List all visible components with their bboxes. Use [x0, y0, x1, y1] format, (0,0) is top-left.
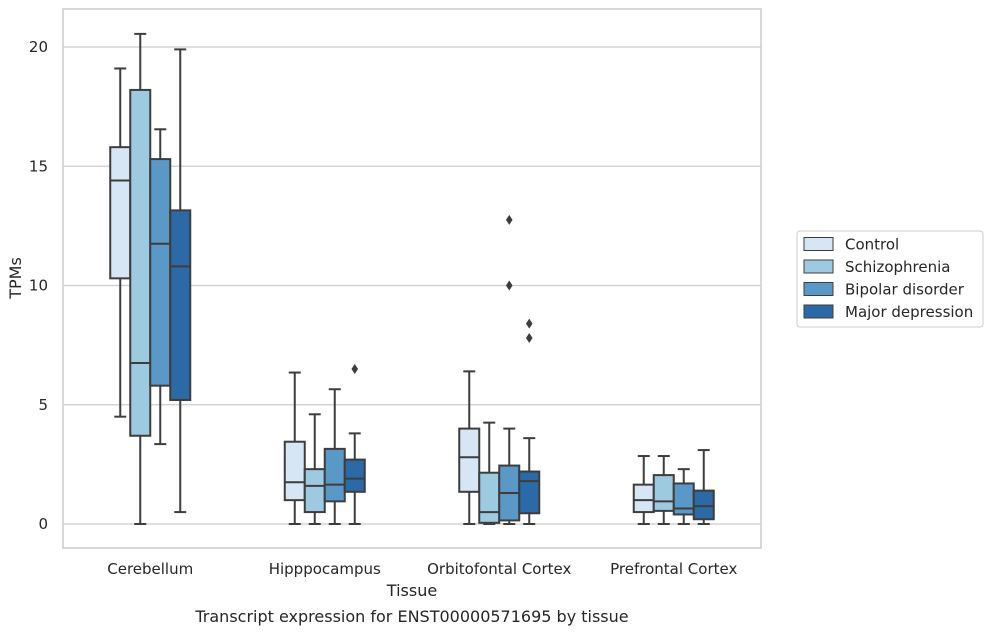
legend-swatch-2: [803, 282, 834, 296]
outlier-point: [351, 363, 359, 374]
box-2-1: [478, 421, 501, 525]
legend-swatch-0: [803, 237, 834, 251]
legend-swatch-1: [803, 259, 834, 274]
box-1-1: [303, 413, 326, 525]
box-body: [672, 482, 695, 516]
box-0-0: [109, 67, 132, 418]
box-body: [323, 447, 346, 503]
box-3-0: [632, 455, 655, 525]
box-body: [518, 470, 541, 515]
x-tick-label: Prefrontal Cortex: [610, 560, 737, 578]
x-tick-label: Orbitofontal Cortex: [427, 560, 571, 578]
box-0-1: [129, 32, 152, 525]
box-body: [652, 474, 675, 512]
box-body: [343, 458, 366, 493]
box-0-2: [149, 128, 172, 446]
legend-label-0: Control: [845, 236, 899, 254]
y-tick-label: 5: [38, 396, 48, 414]
y-tick-label: 0: [38, 515, 48, 533]
box-body: [283, 440, 306, 502]
legend-label-1: Schizophrenia: [845, 258, 950, 276]
y-axis-title: TPMs: [6, 257, 25, 300]
box-2-3: [518, 318, 541, 525]
legend-label-2: Bipolar disorder: [845, 281, 965, 299]
box-1-2: [323, 388, 346, 525]
plot-frame: [62, 8, 762, 549]
legend: Control Schizophrenia Bipolar disorder Majo…: [796, 230, 984, 328]
box-3-2: [672, 468, 695, 525]
box-1-0: [283, 371, 306, 525]
box-body: [303, 468, 326, 514]
y-tick-label: 20: [29, 38, 48, 56]
x-axis-title: Tissue: [386, 581, 437, 600]
box-body: [692, 489, 715, 521]
box-body: [478, 471, 501, 524]
legend-swatch-3: [803, 304, 834, 319]
box-body: [458, 427, 481, 493]
box-2-0: [458, 370, 481, 525]
y-tick-label: 15: [29, 157, 48, 175]
boxes: [109, 32, 715, 525]
box-body: [109, 146, 132, 280]
legend-frame: [796, 230, 984, 328]
outlier-point: [525, 332, 533, 343]
legend-label-3: Major depression: [845, 303, 973, 321]
box-body: [169, 209, 192, 401]
x-tick-label: Cerebellum: [107, 560, 193, 578]
box-body: [632, 483, 655, 514]
x-axis-ticks: Cerebellum Hipppocampus Orbitofontal Corte…: [107, 560, 737, 578]
box-2-2: [498, 214, 521, 525]
y-tick-label: 10: [29, 277, 48, 295]
box-1-3: [343, 363, 366, 525]
box-3-3: [692, 449, 715, 525]
y-axis-ticks: 0 5 10 15 20: [29, 38, 48, 533]
box-0-3: [169, 48, 192, 514]
outlier-point: [525, 318, 533, 329]
outlier-point: [505, 214, 513, 225]
outlier-point: [505, 280, 513, 291]
chart-caption: Transcript expression for ENST0000057169…: [194, 607, 628, 626]
box-3-1: [652, 455, 675, 525]
box-body: [129, 88, 152, 437]
box-body: [149, 158, 172, 387]
x-tick-label: Hipppocampus: [269, 560, 381, 578]
